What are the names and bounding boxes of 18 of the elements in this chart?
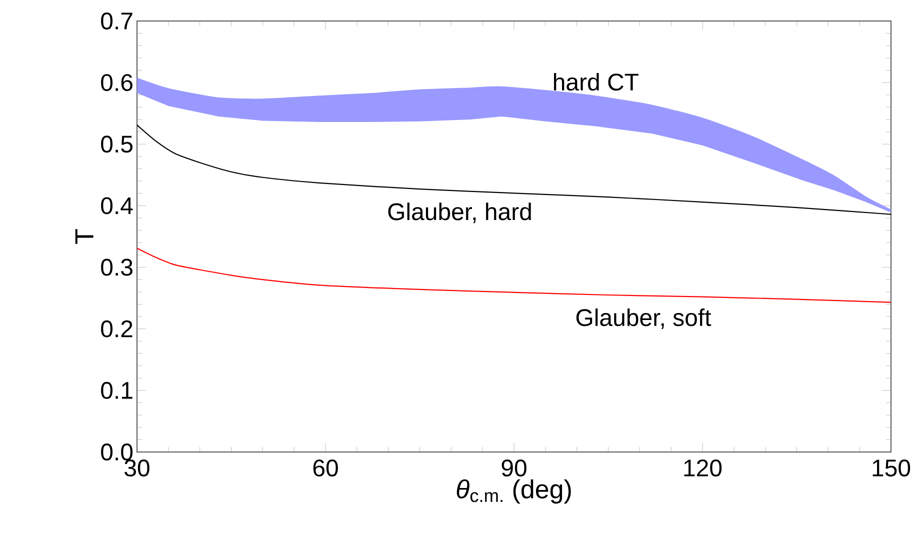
y-tick-label: 0.6 — [101, 74, 132, 92]
y-tick-label: 0.3 — [101, 258, 132, 276]
y-tick-label: 0.2 — [101, 320, 132, 338]
y-tick-label: 0.1 — [101, 382, 132, 399]
series-label: hard CT — [554, 72, 638, 91]
series-label: Glauber, soft — [576, 308, 712, 329]
x-tick-label: 120 — [684, 460, 722, 477]
x-tick-label: 60 — [313, 460, 338, 477]
y-tick-label: 0.7 — [101, 12, 132, 30]
y-tick-label: 0.0 — [101, 443, 133, 460]
series-label: Glauber, hard — [388, 202, 531, 224]
y-tick-label: 0.5 — [101, 136, 132, 153]
x-tick-label: 30 — [124, 460, 150, 477]
x-axis-title: θ$_{c.m.}$ (deg) — [456, 479, 571, 504]
x-tick-label: 150 — [872, 460, 910, 477]
y-axis-title: T — [75, 229, 94, 244]
y-tick-label: 0.4 — [101, 197, 133, 214]
x-tick-label: 90 — [502, 460, 526, 477]
